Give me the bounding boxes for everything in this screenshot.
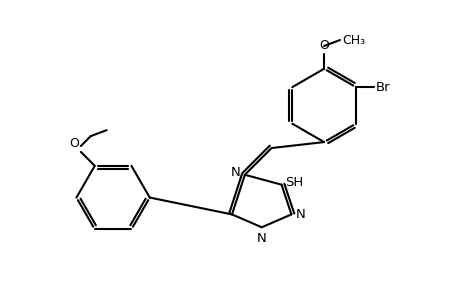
Text: N: N (230, 166, 241, 179)
Text: O: O (319, 39, 328, 52)
Text: CH₃: CH₃ (341, 34, 364, 46)
Text: N: N (295, 208, 304, 221)
Text: N: N (256, 232, 266, 245)
Text: O: O (69, 137, 79, 150)
Text: SH: SH (285, 176, 303, 189)
Text: Br: Br (375, 81, 389, 94)
